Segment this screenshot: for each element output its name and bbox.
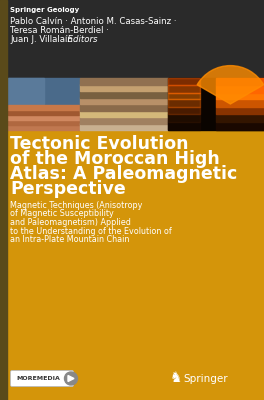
Text: and Paleomagnetism) Applied: and Paleomagnetism) Applied xyxy=(10,218,131,227)
Bar xyxy=(80,110,168,117)
Text: an Intra-Plate Mountain Chain: an Intra-Plate Mountain Chain xyxy=(10,235,129,244)
Wedge shape xyxy=(197,66,264,104)
Text: to the Understanding of the Evolution of: to the Understanding of the Evolution of xyxy=(10,226,172,236)
Bar xyxy=(168,78,264,130)
Bar xyxy=(8,78,44,104)
Bar xyxy=(80,123,168,130)
Text: Tectonic Evolution: Tectonic Evolution xyxy=(10,135,188,153)
Bar xyxy=(8,120,80,125)
Text: Magnetic Techniques (Anisotropy: Magnetic Techniques (Anisotropy xyxy=(10,201,142,210)
Text: of Magnetic Susceptibility: of Magnetic Susceptibility xyxy=(10,210,114,218)
Text: MOREMEDIA: MOREMEDIA xyxy=(16,376,60,381)
Text: ♞: ♞ xyxy=(170,372,182,386)
Bar xyxy=(8,105,80,110)
Bar xyxy=(8,110,80,115)
Bar xyxy=(0,0,264,130)
Bar xyxy=(168,106,200,114)
Bar xyxy=(168,99,200,107)
Text: Perspective: Perspective xyxy=(10,180,126,198)
Bar xyxy=(80,84,168,91)
Circle shape xyxy=(64,372,78,385)
Bar xyxy=(80,78,168,85)
Bar xyxy=(168,92,200,99)
Bar xyxy=(168,122,200,130)
Bar xyxy=(8,78,80,104)
Bar xyxy=(0,0,7,400)
Bar xyxy=(80,104,168,111)
FancyBboxPatch shape xyxy=(11,370,73,386)
Text: Editors: Editors xyxy=(62,35,97,44)
Text: Atlas: A Paleomagnetic: Atlas: A Paleomagnetic xyxy=(10,165,237,183)
Bar xyxy=(216,114,264,122)
Polygon shape xyxy=(68,376,74,382)
Bar xyxy=(216,78,264,85)
Bar xyxy=(216,122,264,130)
Text: Teresa Román-Berdiel ·: Teresa Román-Berdiel · xyxy=(10,26,109,35)
Bar xyxy=(216,106,264,114)
Bar xyxy=(168,85,200,92)
Bar xyxy=(80,91,168,98)
Bar xyxy=(8,115,80,120)
Bar xyxy=(0,130,264,400)
Bar xyxy=(168,78,200,85)
Text: Juan J. Villalaín: Juan J. Villalaín xyxy=(10,35,73,44)
Bar xyxy=(8,125,80,130)
Bar xyxy=(168,114,200,122)
Bar xyxy=(80,117,168,124)
Text: Pablo Calvín · Antonio M. Casas-Sainz ·: Pablo Calvín · Antonio M. Casas-Sainz · xyxy=(10,17,177,26)
Bar xyxy=(216,99,264,107)
Bar xyxy=(216,92,264,99)
Bar xyxy=(80,97,168,104)
Text: Springer: Springer xyxy=(183,374,228,384)
Text: of the Moroccan High: of the Moroccan High xyxy=(10,150,220,168)
Text: Springer Geology: Springer Geology xyxy=(10,7,79,13)
Bar xyxy=(216,85,264,92)
